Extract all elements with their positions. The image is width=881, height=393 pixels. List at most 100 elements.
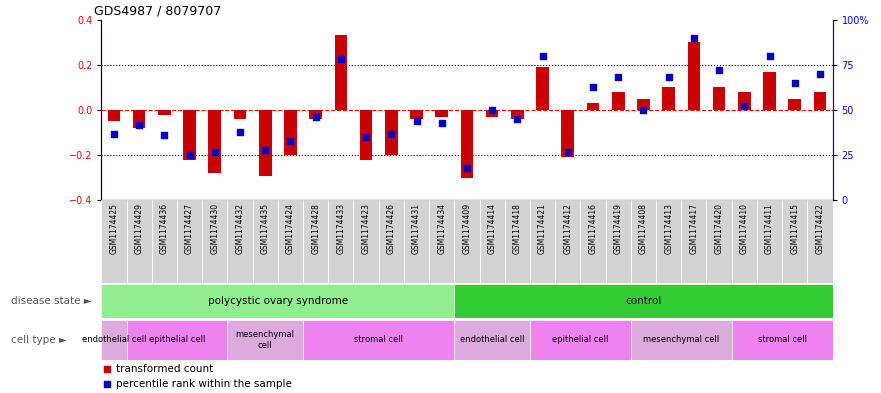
Text: GSM1174436: GSM1174436 [159, 203, 169, 254]
Bar [183, 110, 196, 160]
Text: GSM1174409: GSM1174409 [463, 203, 471, 254]
Text: disease state ►: disease state ► [11, 296, 92, 306]
Text: GSM1174408: GSM1174408 [639, 203, 648, 254]
Point [434, 119, 448, 126]
Bar [101, 284, 455, 318]
Text: GSM1174422: GSM1174422 [816, 203, 825, 254]
Bar [537, 67, 549, 110]
Text: epithelial cell: epithelial cell [149, 336, 205, 344]
Bar [133, 110, 145, 128]
Point [712, 67, 726, 73]
Bar [359, 110, 373, 160]
Text: GSM1174410: GSM1174410 [740, 203, 749, 254]
Bar [329, 200, 353, 283]
Bar [335, 35, 347, 110]
Bar [303, 200, 329, 283]
Bar [455, 284, 833, 318]
Point [687, 35, 701, 41]
Bar [107, 110, 120, 121]
Bar [385, 110, 397, 155]
Text: GSM1174414: GSM1174414 [488, 203, 497, 254]
Bar [530, 320, 631, 360]
Point [327, 295, 341, 301]
Text: GSM1174423: GSM1174423 [361, 203, 371, 254]
Point [636, 107, 650, 113]
Text: transformed count: transformed count [116, 364, 213, 374]
Bar [152, 200, 177, 283]
Text: GSM1174432: GSM1174432 [235, 203, 245, 254]
Text: endothelial cell: endothelial cell [82, 336, 146, 344]
Bar [605, 200, 631, 283]
Bar [732, 200, 757, 283]
Bar [511, 110, 523, 119]
Bar [485, 110, 499, 117]
Point [611, 74, 626, 81]
Point [182, 152, 196, 158]
Point [107, 130, 121, 137]
Bar [814, 92, 826, 110]
Bar [435, 110, 448, 117]
Point [762, 53, 776, 59]
Text: polycystic ovary syndrome: polycystic ovary syndrome [208, 296, 348, 306]
Point [158, 132, 172, 138]
Text: mesenchymal
cell: mesenchymal cell [236, 330, 295, 350]
Point [334, 56, 348, 62]
Bar [227, 200, 253, 283]
Bar [455, 200, 479, 283]
Bar [663, 87, 675, 110]
Bar [158, 110, 171, 115]
Bar [403, 200, 429, 283]
Bar [202, 200, 227, 283]
Point [485, 107, 500, 113]
Point [233, 129, 247, 135]
Bar [278, 200, 303, 283]
Bar [555, 200, 581, 283]
Point [258, 147, 272, 153]
Text: GSM1174431: GSM1174431 [412, 203, 421, 254]
Text: GSM1174418: GSM1174418 [513, 203, 522, 254]
Point [327, 154, 341, 160]
Text: percentile rank within the sample: percentile rank within the sample [116, 379, 292, 389]
Bar [259, 110, 271, 176]
Point [586, 83, 600, 90]
Bar [429, 200, 455, 283]
Bar [379, 200, 403, 283]
Bar [681, 200, 707, 283]
Bar [757, 200, 782, 283]
Text: GSM1174433: GSM1174433 [337, 203, 345, 254]
Text: GDS4987 / 8079707: GDS4987 / 8079707 [94, 4, 221, 17]
Text: GSM1174421: GSM1174421 [538, 203, 547, 254]
Bar [284, 110, 297, 155]
Bar [479, 200, 505, 283]
Text: mesenchymal cell: mesenchymal cell [643, 336, 720, 344]
Point [208, 149, 222, 155]
Point [308, 114, 322, 120]
Point [460, 165, 474, 171]
Bar [612, 92, 625, 110]
Bar [209, 110, 221, 173]
Text: GSM1174415: GSM1174415 [790, 203, 799, 254]
Point [813, 71, 827, 77]
Bar [461, 110, 473, 178]
Bar [303, 320, 455, 360]
Point [410, 118, 424, 124]
Point [737, 103, 751, 110]
Bar [637, 99, 650, 110]
Bar [233, 110, 247, 119]
Text: GSM1174434: GSM1174434 [437, 203, 446, 254]
Bar [807, 200, 833, 283]
Bar [411, 110, 423, 119]
Point [132, 121, 146, 128]
Point [536, 53, 550, 59]
Text: GSM1174426: GSM1174426 [387, 203, 396, 254]
Point [384, 130, 398, 137]
Bar [782, 200, 807, 283]
Bar [763, 72, 776, 110]
Text: GSM1174430: GSM1174430 [211, 203, 219, 254]
Bar [631, 320, 732, 360]
Bar [127, 320, 227, 360]
Text: GSM1174435: GSM1174435 [261, 203, 270, 254]
Bar [309, 110, 322, 119]
Point [510, 116, 524, 122]
Bar [631, 200, 656, 283]
